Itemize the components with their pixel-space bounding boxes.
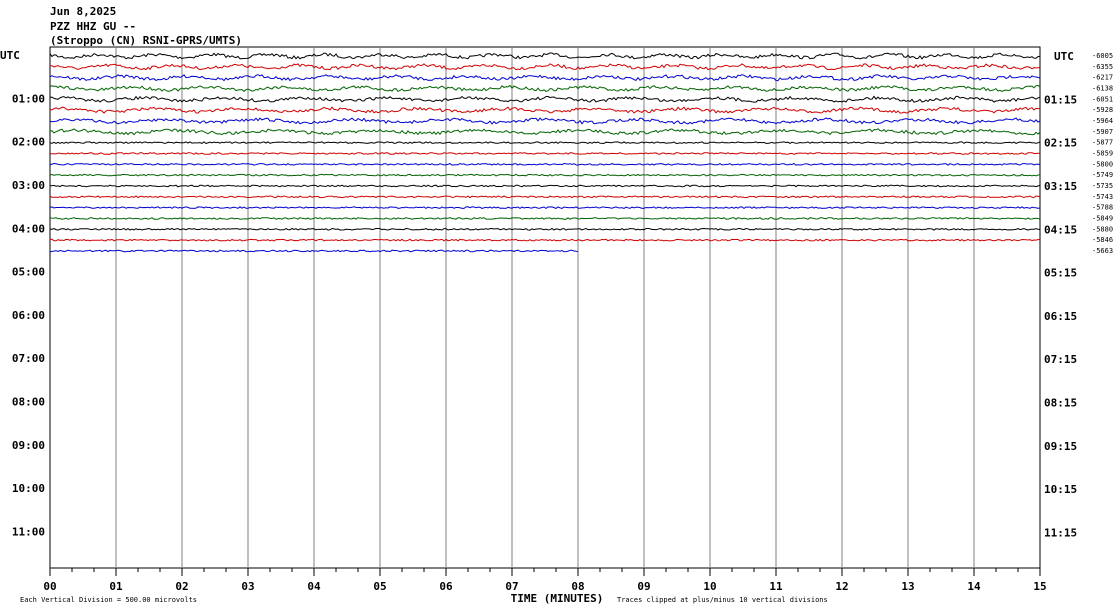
x-tick-label: 05 xyxy=(373,580,386,593)
trace-offset: -5964 xyxy=(1092,117,1113,125)
x-tick-label: 03 xyxy=(241,580,254,593)
right-time-label: 10:15 xyxy=(1044,483,1077,496)
x-tick-label: 00 xyxy=(43,580,56,593)
left-time-label: UTC xyxy=(0,49,20,62)
trace-offset: -5928 xyxy=(1092,106,1113,114)
date: Jun 8,2025 xyxy=(50,5,116,18)
left-time-label: 01:00 xyxy=(12,92,45,105)
left-time-label: 05:00 xyxy=(12,266,45,279)
trace xyxy=(49,152,1041,155)
trace xyxy=(49,238,1041,242)
x-tick-label: 09 xyxy=(637,580,650,593)
x-tick-label: 13 xyxy=(901,580,914,593)
x-tick-label: 08 xyxy=(571,580,584,593)
left-time-label: 10:00 xyxy=(12,482,45,495)
x-tick-label: 10 xyxy=(703,580,716,593)
trace-offset: -5749 xyxy=(1092,171,1113,179)
x-tick-label: 06 xyxy=(439,580,453,593)
trace xyxy=(49,52,1041,60)
trace-offset: -5846 xyxy=(1092,236,1113,244)
trace xyxy=(49,249,579,253)
right-time-label: 03:15 xyxy=(1044,180,1077,193)
x-tick-label: 11 xyxy=(769,580,783,593)
trace xyxy=(49,95,1041,103)
plot-frame xyxy=(49,46,1041,569)
right-time-label: 05:15 xyxy=(1044,267,1077,280)
trace xyxy=(49,84,1041,93)
trace-offset: -5800 xyxy=(1092,160,1113,168)
right-time-label: 06:15 xyxy=(1044,310,1077,323)
left-time-label: 07:00 xyxy=(12,352,45,365)
left-time-label: 03:00 xyxy=(12,179,45,192)
trace-offset: -5788 xyxy=(1092,204,1113,212)
right-time-label: 01:15 xyxy=(1044,93,1077,106)
trace-offset: -6217 xyxy=(1092,74,1113,82)
x-tick-label: 12 xyxy=(835,580,848,593)
trace xyxy=(49,184,1041,188)
x-tick-label: 01 xyxy=(109,580,123,593)
trace xyxy=(49,195,1041,199)
x-tick-label: 04 xyxy=(307,580,321,593)
trace xyxy=(49,106,1041,114)
right-time-label: UTC xyxy=(1054,50,1074,63)
trace-offset: -5743 xyxy=(1092,193,1113,201)
station: PZZ HHZ GU -- xyxy=(50,20,136,33)
trace-offset: -6005 xyxy=(1092,52,1113,60)
left-time-label: 04:00 xyxy=(12,222,45,235)
trace xyxy=(49,128,1041,136)
right-time-label: 09:15 xyxy=(1044,440,1077,453)
trace-offset: -5877 xyxy=(1092,139,1113,147)
trace-offset: -5849 xyxy=(1092,214,1113,222)
left-time-label: 02:00 xyxy=(12,136,45,149)
left-time-label: 09:00 xyxy=(12,439,45,452)
footer-left: Each Vertical Division = 500.00 microvol… xyxy=(20,596,197,604)
trace xyxy=(49,141,1041,145)
trace xyxy=(49,217,1041,220)
trace-offset: -5907 xyxy=(1092,128,1113,136)
right-time-label: 07:15 xyxy=(1044,353,1077,366)
right-time-label: 04:15 xyxy=(1044,223,1077,236)
trace xyxy=(49,117,1041,125)
trace-offset: -5859 xyxy=(1092,149,1113,157)
trace xyxy=(49,206,1041,210)
trace xyxy=(49,162,1041,166)
left-time-label: 11:00 xyxy=(12,526,45,539)
x-axis-label: TIME (MINUTES) xyxy=(511,592,604,605)
right-time-label: 08:15 xyxy=(1044,397,1077,410)
x-tick-label: 07 xyxy=(505,580,518,593)
x-tick-label: 02 xyxy=(175,580,188,593)
trace-offset: -5735 xyxy=(1092,182,1113,190)
trace xyxy=(49,173,1041,177)
location: (Stroppo (CN) RSNI-GPRS/UMTS) xyxy=(50,34,242,47)
trace-offset: -6051 xyxy=(1092,95,1113,103)
trace xyxy=(49,74,1041,82)
right-time-label: 02:15 xyxy=(1044,137,1077,150)
trace-offset: -5880 xyxy=(1092,225,1113,233)
trace-offset: -6355 xyxy=(1092,63,1113,71)
footer-right: Traces clipped at plus/minus 10 vertical… xyxy=(617,596,828,604)
x-tick-label: 14 xyxy=(967,580,981,593)
right-time-label: 11:15 xyxy=(1044,527,1077,540)
trace xyxy=(49,227,1041,231)
trace-offset: -5663 xyxy=(1092,247,1113,255)
left-time-label: 08:00 xyxy=(12,396,45,409)
left-time-label: 06:00 xyxy=(12,309,45,322)
trace-offset: -6138 xyxy=(1092,84,1113,92)
trace xyxy=(50,63,1041,71)
x-tick-label: 15 xyxy=(1033,580,1046,593)
